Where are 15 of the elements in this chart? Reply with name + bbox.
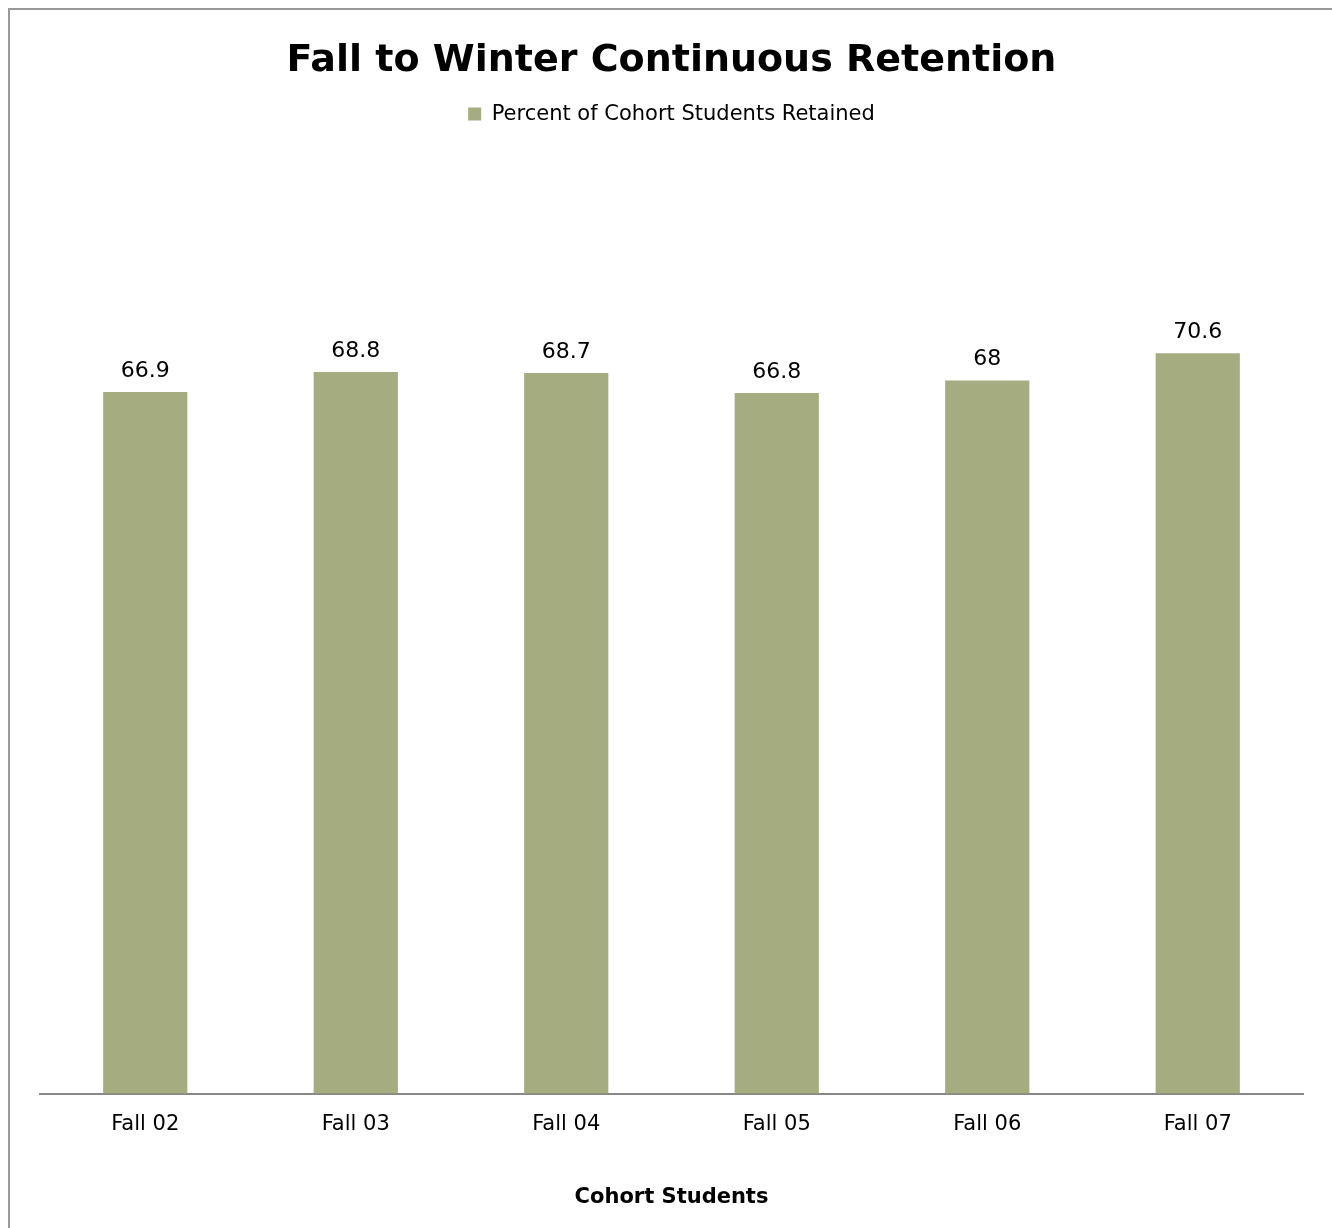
x-tick-label: Fall 03 <box>321 1110 390 1135</box>
data-label: 68.7 <box>541 337 591 363</box>
legend-label: Percent of Cohort Students Retained <box>491 100 875 125</box>
x-tick-label: Fall 04 <box>532 1110 601 1135</box>
data-label: 66.9 <box>120 356 170 382</box>
x-tick-label: Fall 05 <box>742 1110 811 1135</box>
data-label: 68 <box>973 345 1002 371</box>
x-axis-title: Cohort Students <box>574 1183 769 1208</box>
x-tick-label: Fall 06 <box>953 1110 1022 1135</box>
x-tick-label: Fall 07 <box>1163 1110 1232 1135</box>
x-tick-label: Fall 02 <box>111 1110 180 1135</box>
data-label: 66.8 <box>752 357 802 383</box>
data-label: 68.8 <box>331 336 381 362</box>
data-label: 70.6 <box>1173 317 1223 343</box>
chart-title: Fall to Winter Continuous Retention <box>286 35 1057 80</box>
